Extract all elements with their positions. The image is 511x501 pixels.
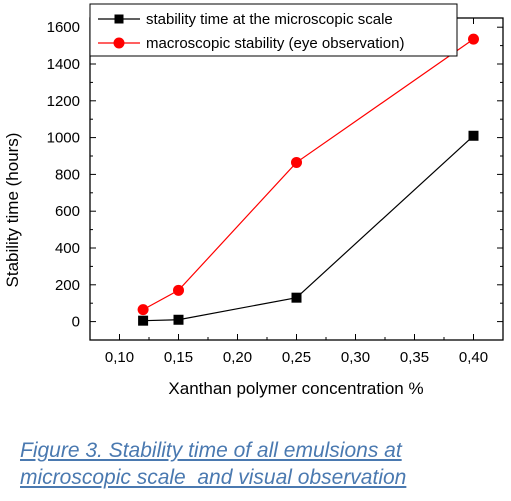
legend-marker-microscopic xyxy=(114,14,124,24)
y-tick-label: 1600 xyxy=(47,19,80,36)
x-axis-label: Xanthan polymer concentration % xyxy=(168,379,423,398)
legend: stability time at the microscopic scale … xyxy=(89,3,458,57)
y-tick-label: 200 xyxy=(55,277,80,294)
stability-chart: 0,10 0,15 0,20 0,25 0,30 0,35 0,40 0 200 400 600 80… xyxy=(3,3,504,398)
x-tick-label: 0,35 xyxy=(400,349,429,366)
data-point-microscopic xyxy=(468,130,479,141)
y-tick-label: 1400 xyxy=(47,56,80,73)
series-group xyxy=(137,33,479,326)
caption-line-1: Figure 3. Stability time of all emulsion… xyxy=(20,439,402,462)
x-tick-label: 0,20 xyxy=(223,349,252,366)
x-tick-label: 0,25 xyxy=(282,349,311,366)
series-line-microscopic xyxy=(143,135,474,322)
y-tick-label: 600 xyxy=(55,203,80,220)
y-tick-label: 800 xyxy=(55,166,80,183)
axis-ticks: 0,10 0,15 0,20 0,25 0,30 0,35 0,40 0 200 400 600 80… xyxy=(47,18,503,366)
y-axis-label: Stability time (hours) xyxy=(3,133,22,288)
data-point-microscopic xyxy=(291,292,302,303)
x-tick-label: 0,10 xyxy=(105,349,134,366)
y-tick-label: 1200 xyxy=(47,93,80,110)
data-point-macroscopic xyxy=(137,304,149,316)
figure-caption: Figure 3. Stability time of all emulsion… xyxy=(20,437,500,491)
data-point-macroscopic xyxy=(173,284,184,296)
y-tick-label: 400 xyxy=(55,240,80,257)
legend-label-microscopic: stability time at the microscopic scale xyxy=(146,11,393,28)
data-point-macroscopic xyxy=(291,156,302,168)
caption-line-2: microscopic scale and visual observation xyxy=(20,466,407,489)
legend-box xyxy=(89,3,458,57)
plot-frame xyxy=(89,17,504,341)
y-tick-label: 1000 xyxy=(47,130,80,147)
x-tick-label: 0,40 xyxy=(459,349,488,366)
series-line-macroscopic xyxy=(142,38,474,311)
data-point-microscopic xyxy=(138,315,149,326)
data-point-macroscopic xyxy=(468,33,479,45)
legend-marker-macroscopic xyxy=(113,37,125,49)
legend-label-macroscopic: macroscopic stability (eye observation) xyxy=(146,35,404,52)
x-tick-label: 0,30 xyxy=(341,349,370,366)
x-tick-label: 0,15 xyxy=(164,349,193,366)
y-tick-label: 0 xyxy=(72,314,80,331)
data-point-microscopic xyxy=(173,314,184,325)
